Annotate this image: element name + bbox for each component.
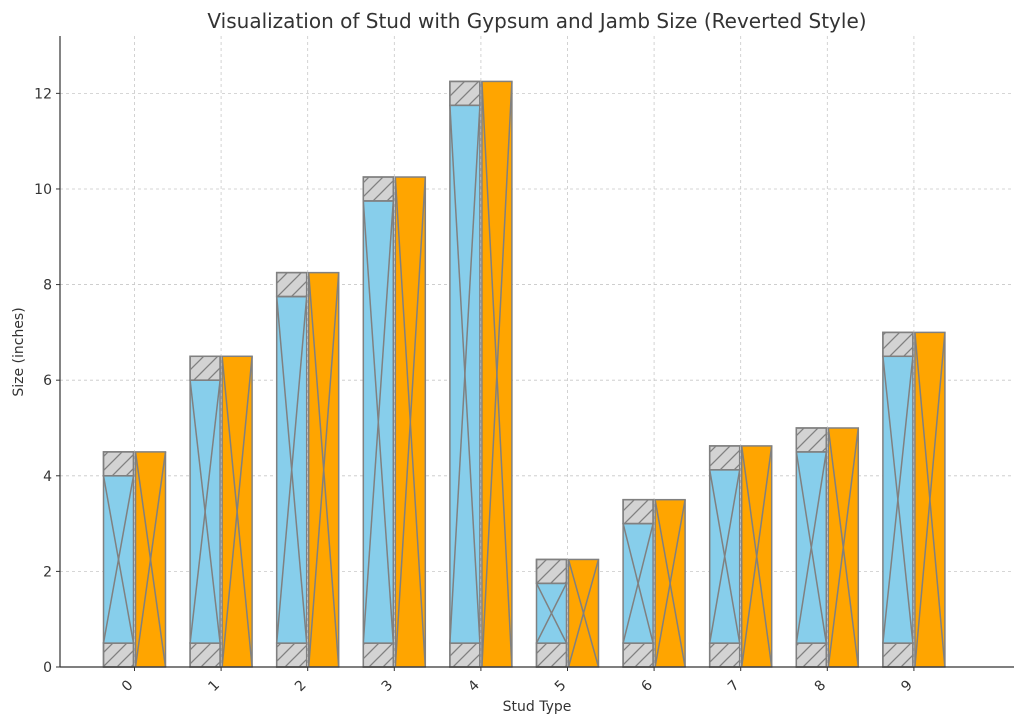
x-tick-label: 0: [119, 677, 137, 695]
jamb-bar-0-cross-b: [134, 451, 167, 668]
gypsum-bottom-hatch-9: [882, 642, 914, 668]
stud-bar-9-cross-b: [882, 356, 914, 644]
jamb-bar-6: [654, 498, 686, 668]
gypsum-top-hatch-2: [275, 271, 308, 298]
stud-bar-5: [535, 582, 568, 644]
gypsum-bottom-hatch-4: [449, 642, 481, 668]
gypsum-top-hatch-1: [189, 355, 221, 381]
y-axis-label: Size (inches): [11, 307, 27, 396]
jamb-bar-3: [394, 176, 427, 668]
x-tick-label: 3: [379, 677, 397, 695]
gypsum-top-hatch-4: [449, 80, 481, 107]
y-tick-label: 2: [43, 564, 52, 580]
gypsum-top-hatch-7: [708, 445, 741, 471]
y-tick-label: 10: [34, 182, 52, 198]
jamb-bar-9-cross-b: [914, 332, 946, 668]
stud-bar-1: [189, 379, 221, 644]
gypsum-bottom-hatch-1: [189, 642, 221, 668]
x-tick-label: 4: [465, 677, 483, 695]
y-tick-label: 8: [43, 278, 52, 294]
jamb-bar-2-cross-b: [307, 272, 340, 668]
stud-bar-2: [275, 295, 308, 644]
stud-bar-0-cross-b: [102, 475, 135, 644]
jamb-bar-5: [567, 558, 600, 668]
stud-bar-5-cross-b: [535, 583, 568, 644]
x-tick-label: 8: [812, 677, 830, 695]
bars: [102, 80, 946, 668]
stud-bar-9: [882, 355, 914, 644]
gypsum-bottom-hatch-3: [362, 642, 395, 668]
stud-bar-6-cross-b: [622, 523, 654, 644]
stud-bar-2-cross-b: [275, 296, 308, 644]
gypsum-top-hatch-0: [102, 451, 135, 477]
gypsum-top-hatch-5: [535, 558, 568, 585]
jamb-bar-3-cross-b: [394, 176, 427, 668]
x-tick-label: 1: [205, 677, 223, 695]
gypsum-bottom-hatch-2: [275, 642, 308, 668]
stud-bar-7: [708, 469, 741, 644]
stud-bar-4: [449, 104, 481, 644]
gypsum-bottom-hatch-7: [708, 642, 741, 668]
jamb-bar-8-cross-b: [827, 427, 860, 668]
jamb-bar-4-cross-b: [481, 81, 513, 668]
stud-bar-7-cross-b: [708, 469, 741, 644]
jamb-bar-9: [914, 331, 946, 668]
stud-bar-1-cross-b: [189, 380, 221, 644]
x-tick-label: 5: [552, 677, 570, 695]
jamb-bar-0: [134, 451, 167, 668]
x-tick-label: 9: [898, 677, 916, 695]
jamb-bar-7: [740, 445, 773, 668]
x-tick-label: 6: [638, 677, 656, 695]
y-tick-label: 6: [43, 373, 52, 389]
y-tick-label: 12: [34, 86, 52, 102]
x-axis-label: Stud Type: [503, 699, 572, 715]
gypsum-bottom-hatch-5: [535, 642, 568, 668]
jamb-bar-2: [307, 271, 340, 668]
gypsum-top-hatch-6: [622, 498, 654, 525]
y-tick-label: 0: [43, 660, 52, 676]
jamb-bar-7-cross-b: [740, 445, 773, 668]
x-tick-label: 2: [292, 677, 310, 695]
jamb-bar-8: [827, 427, 860, 668]
stud-bar-3-cross-b: [362, 200, 395, 644]
gypsum-bottom-hatch-6: [622, 642, 654, 668]
x-tick-label: 7: [725, 677, 743, 695]
jamb-bar-6-cross-b: [654, 499, 686, 668]
jamb-bar-1: [221, 355, 253, 668]
stud-bar-6: [622, 522, 654, 644]
stud-bar-8: [795, 451, 828, 644]
gypsum-bottom-hatch-8: [795, 642, 828, 668]
jamb-bar-5-cross-b: [567, 559, 600, 668]
gypsum-bottom-hatch-0: [102, 642, 135, 668]
jamb-bar-1-cross-b: [221, 356, 253, 668]
stud-bar-0: [102, 475, 135, 644]
stud-bar-4-cross-b: [449, 105, 481, 644]
stud-bar-3: [362, 200, 395, 644]
chart-title: Visualization of Stud with Gypsum and Ja…: [207, 9, 866, 33]
gypsum-top-hatch-3: [362, 176, 395, 202]
gypsum-top-hatch-8: [795, 427, 828, 453]
jamb-bar-4: [481, 80, 513, 668]
y-tick-label: 4: [43, 469, 52, 485]
stud-bar-8-cross-b: [795, 451, 828, 644]
gypsum-top-hatch-9: [882, 331, 914, 358]
